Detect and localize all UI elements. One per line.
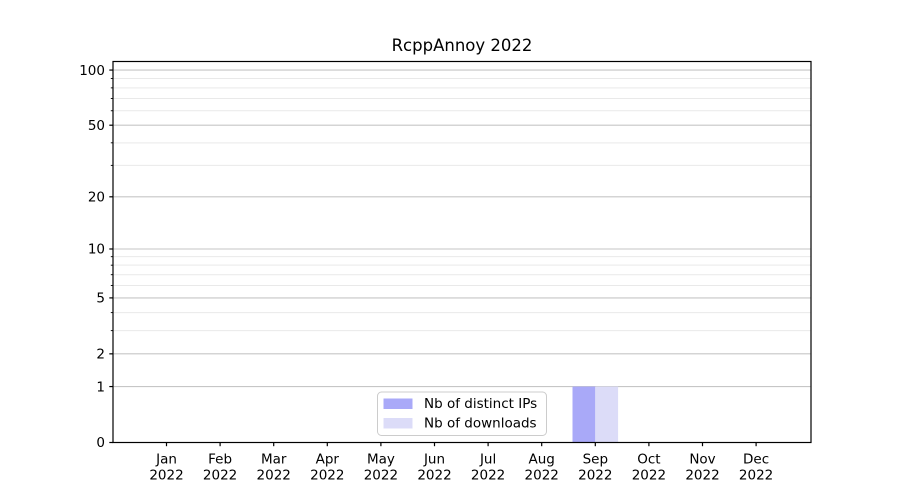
x-tick-label-month: Jul bbox=[479, 452, 496, 468]
x-tick-label-year: 2022 bbox=[203, 468, 237, 484]
x-tick-label-year: 2022 bbox=[149, 468, 183, 484]
x-tick-label-year: 2022 bbox=[257, 468, 291, 484]
legend-box bbox=[377, 391, 547, 436]
legend-swatch-downloads bbox=[383, 418, 413, 429]
axes-layer: 0125102050100Jan2022Feb2022Mar2022Apr202… bbox=[79, 63, 773, 484]
y-tick-label: 2 bbox=[96, 347, 105, 363]
y-tick-label: 20 bbox=[88, 190, 105, 206]
x-tick-label-year: 2022 bbox=[471, 468, 505, 484]
y-tick-label: 50 bbox=[88, 118, 105, 134]
x-tick-label-year: 2022 bbox=[417, 468, 451, 484]
legend: Nb of distinct IPs Nb of downloads bbox=[377, 391, 547, 436]
bar-downloads bbox=[595, 386, 619, 443]
x-tick-label-year: 2022 bbox=[525, 468, 559, 484]
x-tick-label-month: Feb bbox=[208, 452, 232, 468]
x-tick-label-month: Nov bbox=[689, 452, 715, 468]
x-tick-label-month: Jun bbox=[423, 452, 445, 468]
x-tick-label-year: 2022 bbox=[739, 468, 773, 484]
x-tick-label-month: May bbox=[367, 452, 395, 468]
x-tick-label-month: Sep bbox=[583, 452, 608, 468]
chart-title: RcppAnnoy 2022 bbox=[392, 36, 533, 55]
bar-distinct-ips bbox=[572, 386, 596, 443]
x-tick-label-year: 2022 bbox=[578, 468, 612, 484]
x-tick-label-year: 2022 bbox=[685, 468, 719, 484]
gridlines-layer bbox=[113, 69, 811, 388]
x-tick-label-month: Mar bbox=[261, 452, 287, 468]
y-tick-label: 0 bbox=[96, 435, 105, 451]
x-tick-label-month: Oct bbox=[637, 452, 660, 468]
x-tick-label-month: Dec bbox=[743, 452, 769, 468]
x-tick-label-month: Apr bbox=[316, 452, 340, 468]
legend-swatch-distinct-ips bbox=[383, 398, 413, 409]
x-tick-label-year: 2022 bbox=[632, 468, 666, 484]
y-tick-label: 1 bbox=[96, 379, 105, 395]
x-tick-label-month: Jan bbox=[155, 452, 177, 468]
legend-label-distinct-ips: Nb of distinct IPs bbox=[424, 396, 537, 412]
y-tick-label: 5 bbox=[96, 291, 105, 307]
x-tick-label-year: 2022 bbox=[310, 468, 344, 484]
y-tick-label: 10 bbox=[88, 242, 105, 258]
legend-label-downloads: Nb of downloads bbox=[424, 416, 537, 432]
x-tick-label-month: Aug bbox=[529, 452, 555, 468]
x-tick-label-year: 2022 bbox=[364, 468, 398, 484]
plot-border bbox=[112, 60, 812, 444]
y-tick-label: 100 bbox=[79, 63, 105, 79]
bars-layer bbox=[572, 386, 619, 443]
